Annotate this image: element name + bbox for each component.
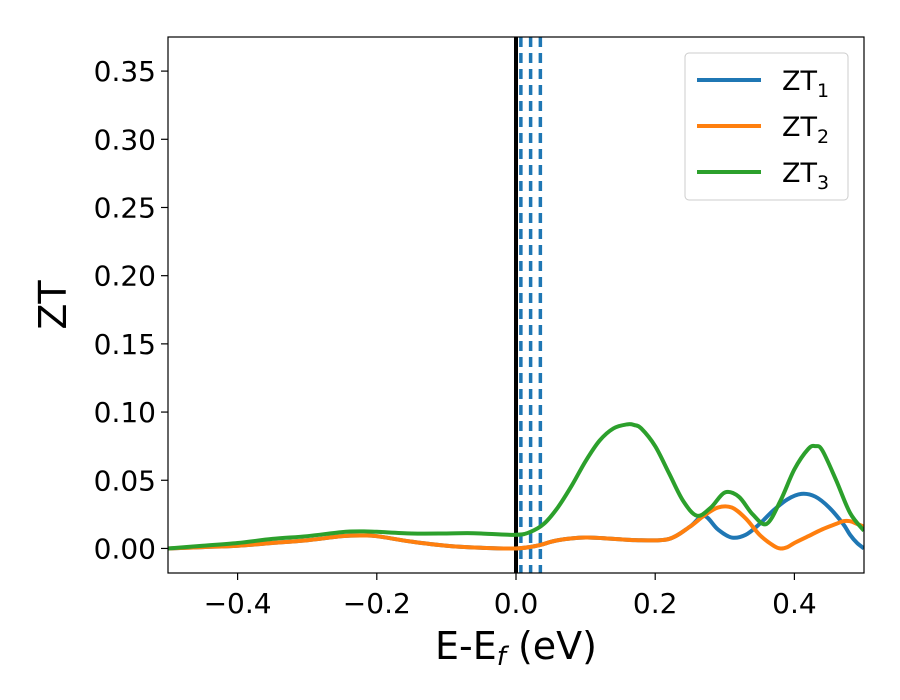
y-tick-label: 0.20 xyxy=(94,260,156,293)
legend-label-zt1: ZT1 xyxy=(782,66,829,102)
y-tick-label: 0.30 xyxy=(94,123,156,156)
x-tick-label: 0.2 xyxy=(633,587,678,620)
y-axis-title: ZT xyxy=(31,280,75,330)
series-layer xyxy=(168,422,864,551)
x-axis: −0.4 −0.2 0.0 0.2 0.4 xyxy=(204,573,817,620)
y-tick-label: 0.05 xyxy=(94,464,156,497)
x-tick-label: −0.2 xyxy=(343,587,411,620)
y-tick-label: 0.00 xyxy=(94,532,156,565)
x-tick-label: 0.4 xyxy=(772,587,817,620)
legend-label-zt3: ZT3 xyxy=(782,158,829,194)
legend: ZT1 ZT2 ZT3 xyxy=(684,52,849,201)
vertical-reference-lines xyxy=(514,37,543,573)
y-axis: 0.00 0.05 0.10 0.15 0.20 0.25 0.30 0.35 xyxy=(94,55,168,565)
y-tick-label: 0.35 xyxy=(94,55,156,88)
series-line-zt3 xyxy=(168,422,864,551)
y-tick-label: 0.15 xyxy=(94,328,156,361)
x-axis-title: E-Ef (eV) xyxy=(435,624,597,672)
legend-label-zt2: ZT2 xyxy=(782,112,829,148)
series-line-zt2 xyxy=(168,504,864,551)
y-tick-label: 0.10 xyxy=(94,396,156,429)
legend-box xyxy=(684,52,849,201)
y-tick-label: 0.25 xyxy=(94,191,156,224)
x-tick-label: 0.0 xyxy=(494,587,539,620)
x-tick-label: −0.4 xyxy=(204,587,272,620)
